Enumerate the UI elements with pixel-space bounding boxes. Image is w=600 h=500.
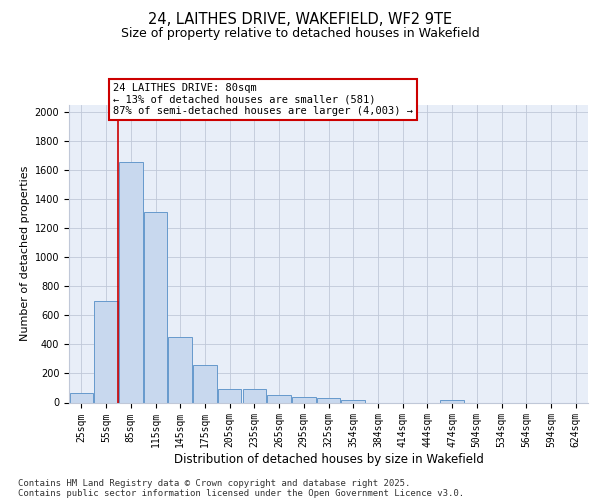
Y-axis label: Number of detached properties: Number of detached properties: [20, 166, 31, 342]
Bar: [119, 162, 143, 402]
Bar: [341, 400, 365, 402]
Bar: [268, 395, 291, 402]
Bar: [94, 301, 118, 402]
Bar: [242, 390, 266, 402]
Bar: [440, 400, 464, 402]
Text: Contains public sector information licensed under the Open Government Licence v3: Contains public sector information licen…: [18, 488, 464, 498]
Bar: [292, 396, 316, 402]
Text: Contains HM Land Registry data © Crown copyright and database right 2025.: Contains HM Land Registry data © Crown c…: [18, 478, 410, 488]
Bar: [317, 398, 340, 402]
Text: 24 LAITHES DRIVE: 80sqm
← 13% of detached houses are smaller (581)
87% of semi-d: 24 LAITHES DRIVE: 80sqm ← 13% of detache…: [113, 82, 413, 116]
Bar: [169, 337, 192, 402]
X-axis label: Distribution of detached houses by size in Wakefield: Distribution of detached houses by size …: [173, 453, 484, 466]
Bar: [193, 366, 217, 403]
Bar: [70, 393, 93, 402]
Bar: [218, 390, 241, 402]
Text: 24, LAITHES DRIVE, WAKEFIELD, WF2 9TE: 24, LAITHES DRIVE, WAKEFIELD, WF2 9TE: [148, 12, 452, 28]
Text: Size of property relative to detached houses in Wakefield: Size of property relative to detached ho…: [121, 28, 479, 40]
Bar: [144, 212, 167, 402]
